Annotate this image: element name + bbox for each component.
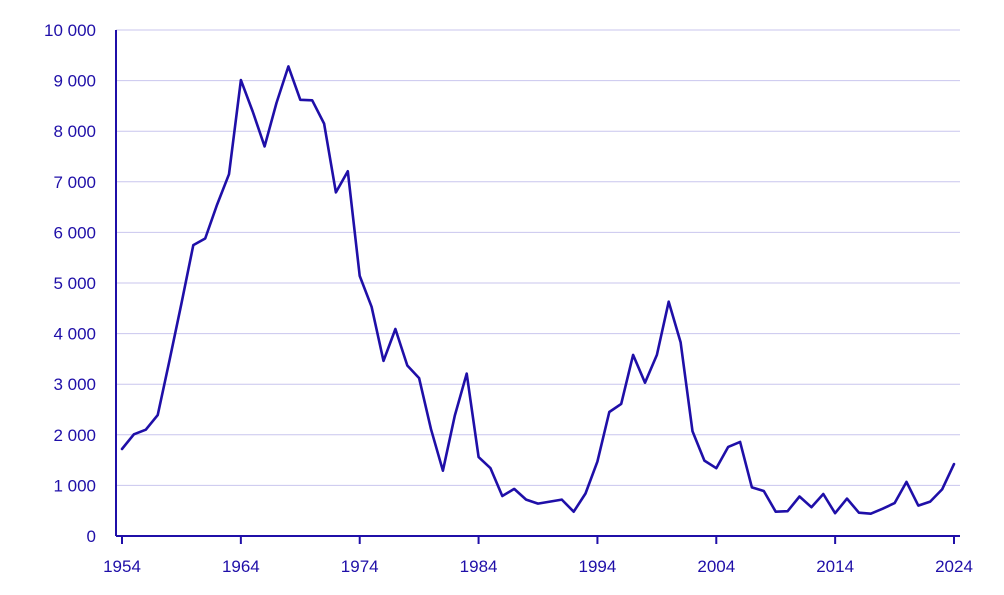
gridlines <box>116 29 960 486</box>
y-tick-label: 5 000 <box>53 274 96 293</box>
x-axis-ticks: 1954 1964 1974 1984 1994 2004 2014 2024 <box>103 536 973 576</box>
series-group <box>120 65 956 516</box>
y-tick-label: 8 000 <box>53 122 96 141</box>
x-tick-label: 2024 <box>935 557 973 576</box>
x-tick-label: 1994 <box>579 557 617 576</box>
y-tick-label: 3 000 <box>53 375 96 394</box>
y-tick-label: 1 000 <box>53 476 96 495</box>
x-tick-label: 2014 <box>816 557 854 576</box>
x-tick-label: 2004 <box>697 557 735 576</box>
y-tick-label: 4 000 <box>53 325 96 344</box>
x-tick-label: 1954 <box>103 557 141 576</box>
y-tick-label: 2 000 <box>53 426 96 445</box>
y-tick-label: 10 000 <box>44 21 96 40</box>
y-axis-tick-labels: 0 1 000 2 000 3 000 4 000 5 000 6 000 7 000 8 00… <box>44 21 96 546</box>
series-line <box>120 65 956 516</box>
y-tick-label: 7 000 <box>53 173 96 192</box>
x-tick-label: 1984 <box>460 557 498 576</box>
x-tick-label: 1974 <box>341 557 379 576</box>
x-tick-label: 1964 <box>222 557 260 576</box>
y-tick-label: 0 <box>87 527 96 546</box>
y-tick-label: 9 000 <box>53 72 96 91</box>
y-tick-label: 6 000 <box>53 223 96 242</box>
